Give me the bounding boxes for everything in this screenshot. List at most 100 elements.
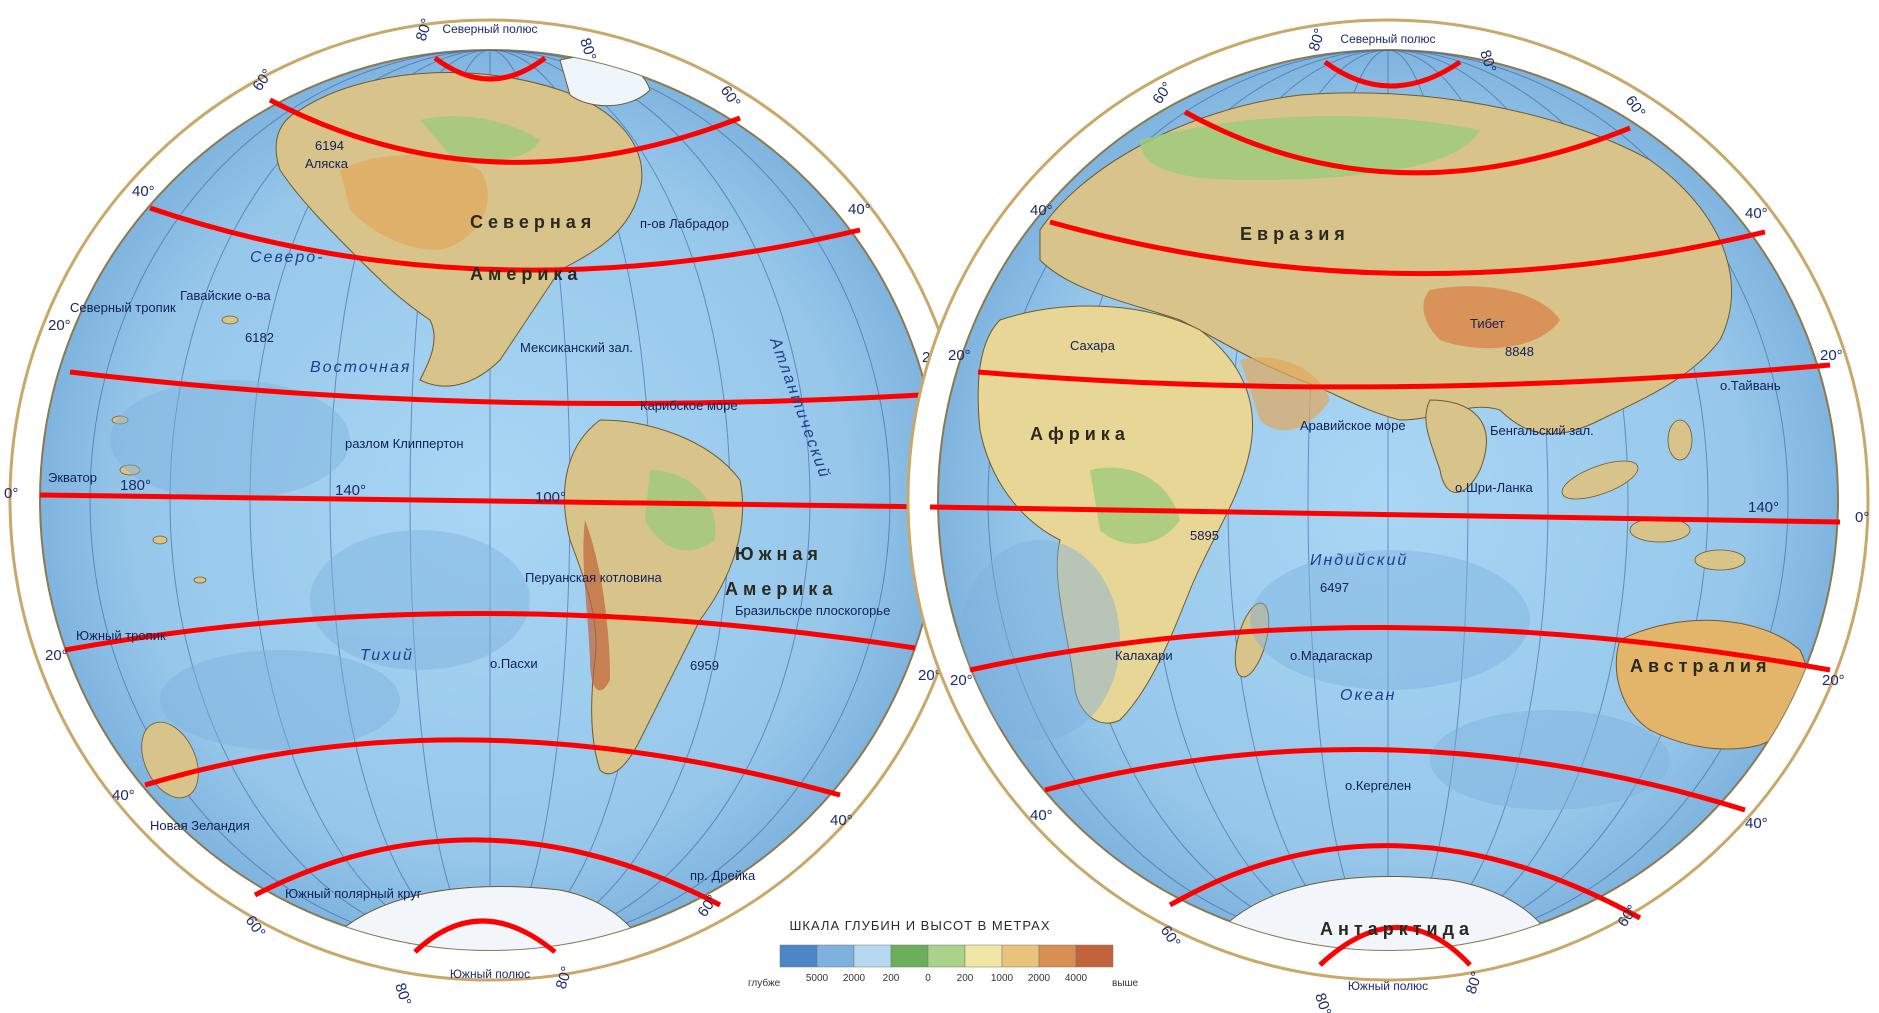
scale-higher-label: выше [1112, 978, 1139, 989]
label-south-america-2: Америка [725, 579, 837, 599]
degree-80s-left-west: 80° [391, 981, 414, 1008]
parallel-60s-west [253, 837, 722, 908]
label-caribbean: Карибское море [640, 398, 738, 413]
parallel-40s-east [1044, 747, 1746, 813]
label-elev-6959: 6959 [690, 658, 719, 673]
label-drake-passage: пр. Дрейка [690, 868, 756, 883]
label-pacific-1: Северо- [250, 249, 324, 266]
label-eurasia: Евразия [1240, 224, 1350, 244]
label-depth-6182: 6182 [245, 330, 274, 345]
degree-20s-right-west: 20° [918, 667, 941, 684]
scale-swatch [779, 944, 818, 968]
degree-20n-left-west: 20° [48, 317, 71, 334]
scale-swatch [927, 944, 966, 968]
parallel-80s-west [413, 918, 557, 954]
eastern-hemisphere: Северный полюс Южный полюс 80° 80° 60° 6… [906, 18, 1870, 1013]
label-gulf-mexico: Мексиканский зал. [520, 340, 633, 355]
degree-180-west: 180° [120, 477, 151, 494]
south-pole-label-east: Южный полюс [1348, 979, 1428, 993]
scale-swatch [853, 944, 892, 968]
degree-40n-right-west: 40° [848, 201, 871, 218]
degree-40s-right-east: 40° [1745, 815, 1768, 832]
label-taiwan: о.Тайвань [1720, 378, 1781, 393]
label-brazil-plateau: Бразильское плоскогорье [735, 603, 890, 618]
label-bengal: Бенгальский зал. [1490, 423, 1594, 438]
parallel-60n-west [268, 97, 741, 165]
label-north-tropic: Северный тропик [70, 300, 176, 315]
degree-40n-right-east: 40° [1745, 205, 1768, 222]
label-sahara: Сахара [1070, 338, 1116, 353]
degree-20s-left-west: 20° [45, 647, 68, 664]
scale-swatches [779, 944, 1114, 968]
label-kerguelen: о.Кергелен [1345, 778, 1411, 793]
degree-140-east: 140° [1748, 499, 1779, 516]
label-africa: Африка [1030, 424, 1130, 444]
label-antarctica: Антарктида [1320, 919, 1474, 939]
label-pacific-3: Тихий [360, 647, 414, 664]
equator-east [929, 504, 1841, 525]
label-elev-6194: 6194 [315, 138, 344, 153]
degree-100-west: 100° [535, 489, 566, 506]
scale-swatch [890, 944, 929, 968]
label-indian-2: Океан [1340, 687, 1396, 704]
label-equator: Экватор [48, 470, 97, 485]
parallel-80n-west [433, 56, 547, 82]
label-labrador: п-ов Лабрадор [640, 216, 729, 231]
degree-80n-right-west: 80° [576, 36, 599, 63]
parallel-40s-west [144, 737, 841, 798]
parallel-60n-east [1183, 109, 1631, 176]
scale-swatch [1001, 944, 1040, 968]
scale-tick-label: 0 [925, 973, 931, 984]
label-easter-island: о.Пасхи [490, 656, 538, 671]
label-north-america-1: Северная [470, 212, 596, 232]
degree-80s-right-west: 80° [553, 964, 576, 991]
degree-20n-right-east: 20° [1820, 347, 1843, 364]
parallel-40n-west [149, 205, 861, 273]
scale-ticks: 5000 2000 200 0 200 1000 2000 4000 [806, 973, 1088, 984]
parallel-20n-east [977, 362, 1831, 390]
scale-depth-label: глубже [748, 977, 781, 989]
degree-80n-left-east: 80° [1306, 26, 1329, 53]
label-clipperton: разлом Клиппертон [345, 436, 464, 451]
label-alaska: Аляска [305, 156, 349, 171]
parallel-20n-west [69, 369, 921, 407]
tibet-plateau [1423, 286, 1560, 349]
scale-swatch [1038, 944, 1077, 968]
degree-40s-right-west: 40° [830, 812, 853, 829]
south-pole-label-west: Южный полюс [450, 967, 530, 981]
scale-title: ШКАЛА ГЛУБИН И ВЫСОТ В МЕТРАХ [789, 918, 1050, 933]
degree-0-left-west: 0° [4, 485, 18, 502]
label-south-america-1: Южная [735, 544, 823, 564]
degree-40n-left-east: 40° [1030, 202, 1053, 219]
western-hemisphere: Северный полюс Южный полюс 80° 80° 60° 6… [4, 16, 972, 1008]
label-hawaii: Гавайские о-ва [180, 288, 271, 303]
label-elev-8848: 8848 [1505, 344, 1534, 359]
label-depth-6497: 6497 [1320, 580, 1349, 595]
label-madagascar: о.Мадагаскар [1290, 648, 1372, 663]
north-pole-label-east: Северный полюс [1340, 32, 1435, 46]
degree-80s-left-east: 80° [1311, 991, 1334, 1013]
equator-west [39, 492, 941, 510]
degree-0-right-east: 0° [1855, 509, 1869, 526]
label-new-zealand: Новая Зеландия [150, 818, 250, 833]
degree-80n-right-east: 80° [1476, 48, 1499, 75]
scale-tick-label: 200 [883, 973, 900, 984]
degree-40s-left-west: 40° [112, 787, 135, 804]
label-kalahari: Калахари [1115, 648, 1173, 663]
scale-tick-label: 4000 [1065, 973, 1088, 984]
label-south-polar-circle: Южный полярный круг [285, 886, 422, 901]
label-north-america-2: Америка [470, 264, 582, 284]
scale-tick-label: 5000 [806, 973, 829, 984]
degree-20n-left-east: 20° [948, 347, 971, 364]
scale-swatch [816, 944, 855, 968]
north-pole-label-west: Северный полюс [442, 22, 537, 36]
parallel-80s-east [1318, 925, 1472, 967]
label-indian-1: Индийский [1310, 552, 1408, 569]
parallel-20s-east [969, 625, 1831, 673]
label-pacific-2: Восточная [310, 359, 411, 376]
label-south-tropic: Южный тропик [76, 628, 166, 643]
label-peru-basin: Перуанская котловина [525, 570, 663, 585]
parallel-60s-east [1168, 843, 1642, 921]
parallel-20s-west [64, 611, 916, 653]
degree-20s-left-east: 20° [950, 672, 973, 689]
